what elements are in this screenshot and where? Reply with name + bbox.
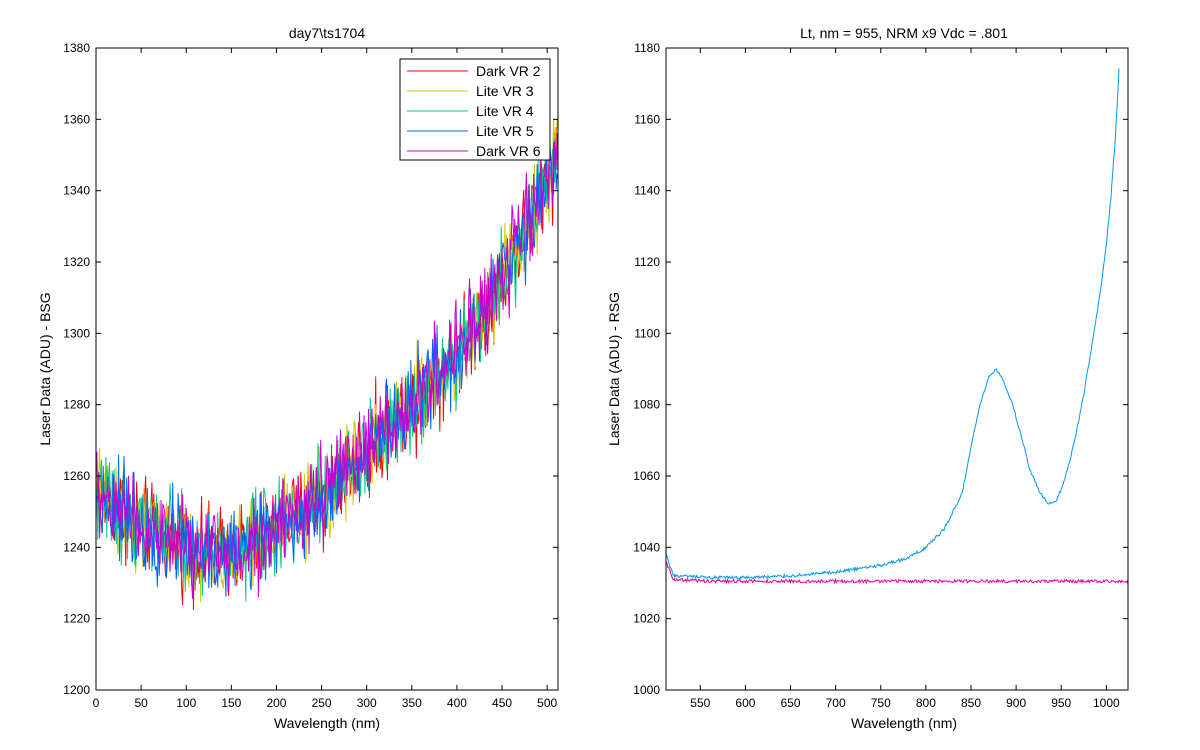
right-x-tick-label: 550 [690,696,710,710]
right-x-tick-label: 600 [735,696,755,710]
legend-label: Dark VR 6 [476,143,541,159]
right-axes-box [665,47,1129,691]
left-y-tick-label: 1280 [63,398,90,412]
right-y-axis-label: Laser Data (ADU) - RSG [606,292,622,446]
legend-label: Lite VR 5 [476,123,534,139]
right-y-tick-label: 1040 [633,540,660,554]
legend-label: Dark VR 2 [476,63,541,79]
left-x-tick-label: 150 [221,696,241,710]
right-y-tick-label: 1140 [634,184,660,198]
right-ticks: 550 600 650 700 750 800 850 900 950 1000 1000 1020 1… [633,41,1128,710]
left-y-axis-label: Laser Data (ADU) - BSG [37,292,53,445]
left-x-tick-label: 500 [537,696,557,710]
right-plot-area [666,68,1128,585]
series-line-dark-vr-6 [96,133,558,599]
left-y-tick-label: 1220 [63,612,90,626]
left-y-tick-label: 1380 [63,41,90,55]
series-line-lite-vr-5 [96,140,558,597]
legend-box [399,58,551,161]
right-x-tick-label: 650 [781,696,801,710]
left-axes-box [95,47,559,691]
series-line-lite [666,68,1120,580]
right-x-tick-label: 750 [871,696,891,710]
left-y-tick-label: 1340 [63,184,90,198]
left-x-tick-label: 400 [447,696,467,710]
right-y-tick-label: 1020 [633,612,660,626]
left-x-axis-label: Wavelength (nm) [274,715,380,731]
left-x-tick-label: 250 [312,696,332,710]
left-chart-title: day7\ts1704 [289,25,365,41]
left-x-tick-label: 450 [492,696,512,710]
left-x-tick-label: 350 [402,696,422,710]
right-x-tick-label: 850 [961,696,981,710]
left-y-tick-label: 1240 [63,540,90,554]
right-x-tick-label: 800 [916,696,936,710]
right-y-tick-label: 1000 [633,683,660,697]
right-chart-title: Lt, nm = 955, NRM x9 Vdc = .801 [800,25,1008,41]
left-x-tick-label: 50 [134,696,148,710]
left-y-tick-label: 1360 [63,112,90,126]
right-x-axis-label: Wavelength (nm) [851,715,957,731]
right-y-tick-label: 1160 [634,112,660,126]
right-y-tick-label: 1080 [633,398,660,412]
left-y-tick-label: 1320 [63,255,90,269]
legend-label: Lite VR 4 [476,103,534,119]
left-y-tick-label: 1200 [63,683,90,697]
left-x-tick-label: 100 [176,696,196,710]
right-x-tick-label: 900 [1006,696,1026,710]
left-ticks: 0 50 100 150 200 250 300 350 400 450 500 1200 1220 12… [63,41,558,710]
legend: Dark VR 2 Lite VR 3 Lite VR 4 Lite VR 5 Dark… [399,58,551,161]
left-y-tick-label: 1260 [63,469,90,483]
left-y-tick-label: 1300 [63,326,90,340]
left-x-tick-label: 0 [93,696,100,710]
left-plot-area [96,119,558,611]
right-y-tick-label: 1120 [634,255,660,269]
left-x-tick-label: 300 [357,696,377,710]
left-x-tick-label: 200 [266,696,286,710]
left-axes: day7\ts1704 0 50 100 150 200 250 300 350 400 450 5… [37,25,559,731]
series-line-dark [666,560,1128,585]
legend-items: Dark VR 2 Lite VR 3 Lite VR 4 Lite VR 5 Dark… [407,63,541,159]
right-x-tick-label: 700 [826,696,846,710]
right-y-tick-label: 1100 [634,326,660,340]
legend-label: Lite VR 3 [476,83,534,99]
right-y-tick-label: 1060 [633,469,660,483]
right-y-tick-label: 1180 [634,41,660,55]
right-x-tick-label: 950 [1051,696,1071,710]
right-axes: Lt, nm = 955, NRM x9 Vdc = .801 550 600 65… [606,25,1129,731]
right-x-tick-label: 1000 [1093,696,1120,710]
